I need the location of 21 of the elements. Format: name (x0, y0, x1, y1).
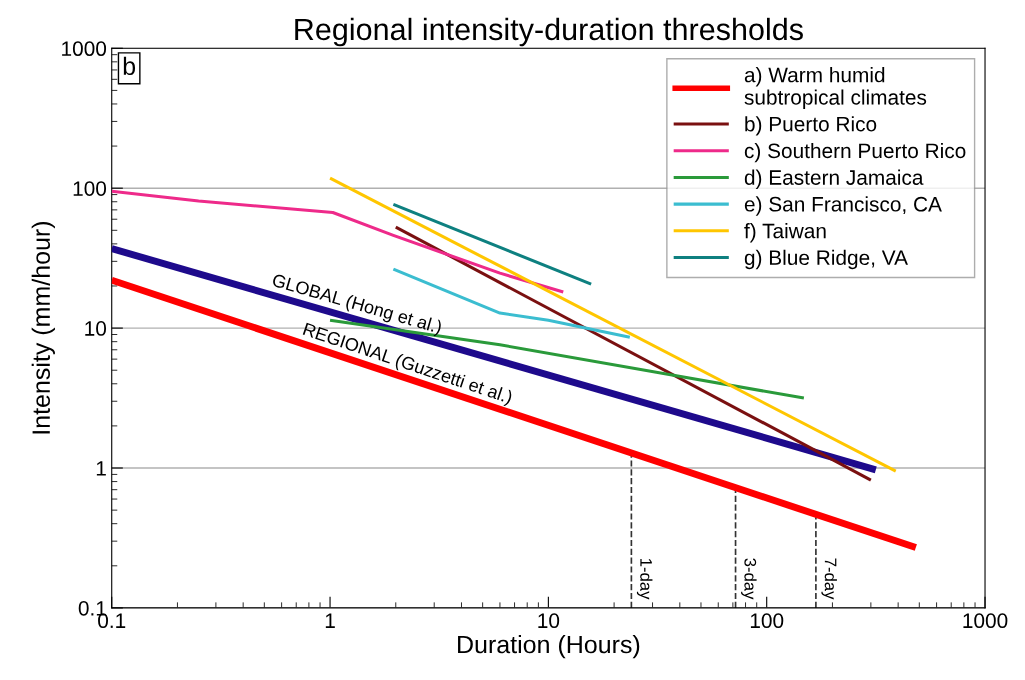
legend-label: f) Taiwan (744, 223, 826, 243)
ref-line-label: 3-day (741, 558, 757, 600)
legend-label: d) Eastern Jamaica (744, 169, 924, 190)
chart-title: Regional intensity-duration thresholds (295, 17, 803, 47)
legend-label: g) Blue Ridge, VA (744, 249, 908, 270)
y-axis-title: Intensity (mm/hour) (31, 221, 55, 434)
y-tick-label: 1000 (62, 41, 107, 57)
x-axis-title: Duration (Hours) (458, 634, 640, 659)
legend-label: b) Puerto Rico (745, 116, 877, 136)
x-tick-label: 1000 (963, 613, 1008, 629)
annotation: b (123, 56, 136, 76)
ref-line-label: 1-day (636, 559, 653, 600)
y-tick-label: 100 (73, 181, 107, 196)
x-tick-label: 10 (538, 613, 560, 629)
y-tick-label: 10 (85, 321, 107, 336)
x-tick-label: 1 (325, 613, 335, 628)
legend-label: c) Southern Puerto Rico (744, 142, 966, 163)
legend-label: e) San Francisco, CA (744, 196, 942, 216)
x-tick-label: 100 (750, 613, 784, 629)
y-tick-label: 1 (96, 461, 106, 476)
ref-line-label: 7-day (821, 558, 837, 600)
